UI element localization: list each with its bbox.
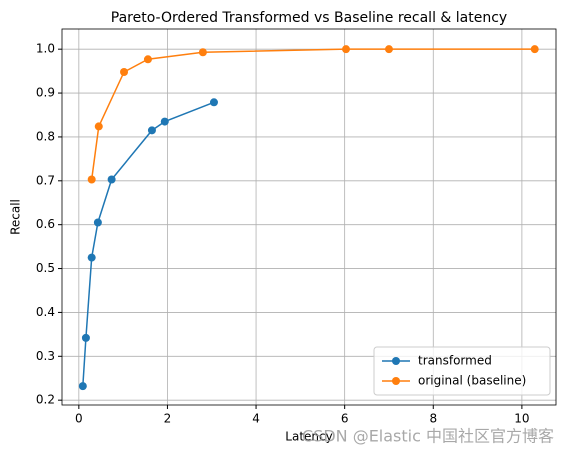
y-tick-label: 0.7 [36,173,55,187]
point [530,45,539,54]
y-tick-label: 0.4 [36,305,55,319]
point [93,218,102,227]
x-tick-label: 10 [514,412,529,426]
x-tick-label: 2 [164,412,172,426]
y-tick-label: 0.3 [36,349,55,363]
point [87,175,96,184]
point [94,122,103,131]
point [87,253,96,262]
point [78,382,87,391]
y-tick-label: 0.2 [36,393,55,407]
point [120,67,129,76]
point [143,55,152,64]
point [147,126,156,135]
legend-label: original (baseline) [418,374,526,388]
x-axis-label: Latency [285,430,332,444]
plot-frame [61,28,557,406]
watermark: CSDN @Elastic 中国社区官方博客 [302,427,554,446]
y-tick-label: 0.8 [36,129,55,143]
point [341,45,350,54]
point [81,333,90,342]
x-tick-label: 8 [429,412,437,426]
x-tick-label: 6 [341,412,349,426]
x-tick-label: 0 [75,412,83,426]
legend-label: transformed [418,354,492,368]
chart-title: Pareto-Ordered Transformed vs Baseline r… [111,10,507,26]
series-line [90,48,535,180]
y-axis-label: Recall [9,199,23,235]
point [209,98,218,107]
legend-marker [392,377,400,385]
point [107,175,116,184]
point [198,48,207,57]
point [160,117,169,126]
legend-marker [392,357,400,365]
legend-box [373,346,551,396]
y-tick-label: 0.5 [36,261,55,275]
y-tick-label: 1.0 [36,42,55,56]
point [384,45,393,54]
x-tick-label: 4 [252,412,260,426]
y-tick-label: 0.6 [36,217,55,231]
y-tick-label: 0.9 [36,86,55,100]
